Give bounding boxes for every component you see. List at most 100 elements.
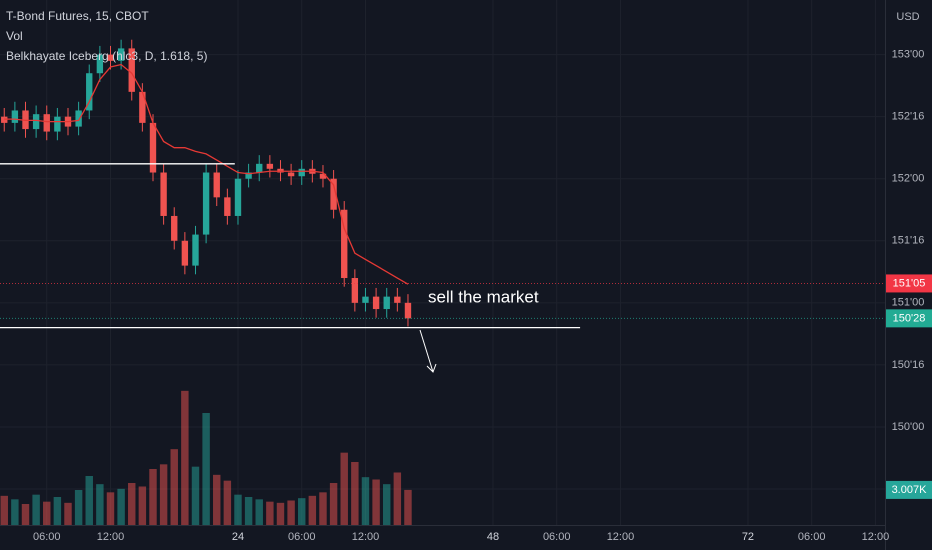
volume-bar [191, 466, 200, 525]
volume-bar [329, 483, 338, 525]
volume-bar [64, 502, 72, 525]
volume-bar [223, 480, 232, 525]
volume-bar [117, 488, 125, 525]
volume-bar [106, 492, 115, 525]
volume-bar [32, 494, 40, 525]
indicator-label: Belkhayate Iceberg (hlc3, D, 1.618, 5) [6, 49, 207, 63]
volume-badge [886, 480, 932, 499]
grid [0, 0, 885, 525]
volume-bar [393, 472, 402, 525]
y-tick-label: 151'16 [892, 235, 925, 247]
candle-body [319, 173, 327, 179]
candle-body [224, 197, 231, 216]
candle-body [139, 91, 146, 123]
candle-body [213, 172, 220, 198]
y-tick-label: 151'00 [892, 297, 925, 309]
volume-bar [255, 499, 263, 525]
candle-body [1, 116, 8, 123]
volume-bar [11, 499, 19, 525]
currency-label: USD [896, 11, 919, 23]
volume-bar [43, 501, 51, 525]
candle-body [383, 296, 390, 310]
x-tick-label: 06:00 [33, 531, 61, 543]
candle-body [11, 110, 19, 123]
candle-body [43, 114, 50, 132]
candle-body [341, 209, 348, 279]
volume-bar [181, 390, 189, 525]
x-tick-label: 72 [742, 531, 754, 543]
volume-bar [361, 477, 370, 525]
candle-body [351, 278, 359, 303]
candle-body [32, 114, 40, 130]
volume-bar [138, 486, 147, 525]
volume-bar [53, 497, 62, 525]
x-tick-label: 24 [232, 531, 244, 543]
volume-bar [128, 483, 136, 525]
x-tick-label: 06:00 [288, 531, 316, 543]
annotation: sell the market [428, 287, 539, 306]
candle-body [394, 296, 401, 303]
candle-body [362, 296, 369, 303]
candle-body [330, 178, 337, 210]
arrow [419, 329, 437, 373]
plot [0, 39, 885, 525]
price-badge-label: 151'05 [893, 277, 926, 289]
candle-body [202, 172, 210, 235]
indicator-label: Vol [6, 29, 23, 43]
candle-body [372, 296, 380, 310]
volume-bar [234, 494, 242, 525]
candle-body [404, 302, 412, 319]
candle-body [287, 172, 295, 177]
x-tick-label: 12:00 [97, 531, 125, 543]
candle-body [298, 168, 305, 177]
candle-body [234, 178, 242, 216]
candle-body [128, 48, 135, 92]
volume-bar [287, 500, 295, 525]
candle-body [266, 163, 274, 169]
x-tick-label: 48 [487, 531, 499, 543]
volume-bar [383, 484, 391, 525]
volume-bar [202, 413, 210, 525]
candle-body [192, 234, 199, 266]
candle-body [107, 54, 114, 61]
y-tick-label: 150'16 [892, 359, 925, 371]
volume-bar [170, 449, 178, 525]
volume-bar [0, 495, 8, 525]
candle-body [54, 116, 61, 132]
volume-bar [85, 476, 93, 525]
price-badge [886, 309, 932, 328]
candle-body [117, 48, 125, 61]
y-tick-label: 150'00 [892, 421, 925, 433]
candle-body [86, 73, 93, 111]
y-tick-label: 152'00 [892, 173, 925, 185]
volume-bar [74, 490, 83, 525]
volume-bar [266, 501, 274, 525]
x-tick-label: 06:00 [543, 531, 571, 543]
price-badge-label: 150'28 [893, 312, 926, 324]
volume-bar [404, 489, 412, 525]
volume-bar [319, 492, 327, 525]
y-tick-label: 152'16 [892, 111, 925, 123]
candle-body [245, 172, 252, 179]
volume-bar [372, 479, 380, 525]
candle-body [96, 54, 104, 74]
axis: 153'00 152'16 152'00 151'16 151'00 150'16 150'… [33, 49, 932, 543]
chart-title: T-Bond Futures, 15, CBOT [6, 9, 149, 23]
volume-bar [308, 495, 317, 525]
x-tick-label: 12:00 [862, 531, 890, 543]
x-tick-label: 12:00 [607, 531, 635, 543]
x-tick-label: 12:00 [352, 531, 380, 543]
volume-bar [213, 474, 221, 525]
candle-body [256, 163, 263, 173]
volume-bar [276, 502, 285, 525]
volume-bar [340, 452, 348, 525]
candle-body [149, 122, 157, 173]
volume-bar [244, 497, 253, 525]
volume-bar [159, 464, 168, 525]
indicator-line [4, 63, 409, 285]
price-badge [886, 274, 932, 293]
y-tick-label: 153'00 [892, 49, 925, 61]
candle-body [181, 240, 189, 266]
